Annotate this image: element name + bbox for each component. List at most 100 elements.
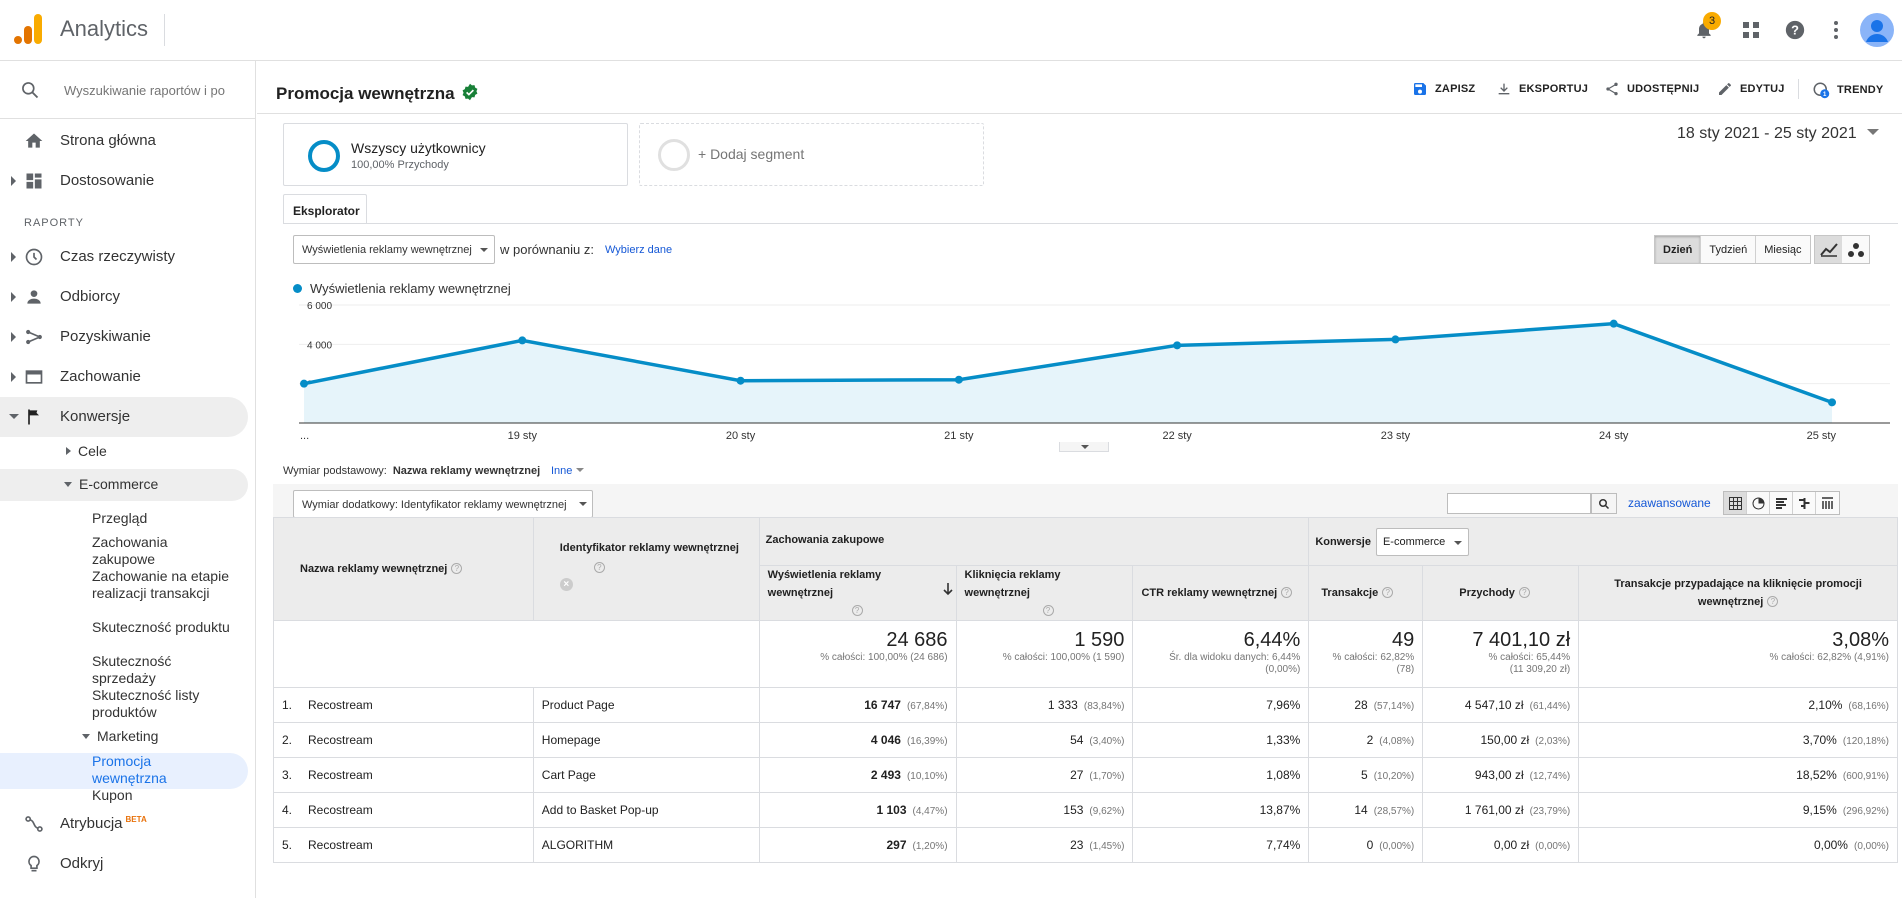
sidebar-item-ecommerce[interactable]: E-commerce [64, 476, 158, 492]
divider [257, 113, 1902, 114]
help-icon[interactable]: ? [1782, 17, 1808, 43]
table-search-input[interactable] [1447, 493, 1591, 514]
share-button[interactable]: UDOSTĘPNIJ [1604, 81, 1699, 97]
cell-revenue: 1 761,00 zł (23,79%) [1422, 792, 1580, 828]
data-point[interactable] [954, 375, 963, 384]
apps-grid-icon[interactable] [1738, 17, 1764, 43]
promo-id-link[interactable]: Product Page [541, 698, 615, 712]
segment-ring-icon [308, 140, 340, 172]
col-header-views[interactable]: Wyświetlenia reklamy wewnętrznej? [758, 565, 957, 621]
export-button[interactable]: EKSPORTUJ [1496, 81, 1588, 97]
help-icon[interactable]: ? [851, 605, 863, 616]
primary-dimension-value[interactable]: Nazwa reklamy wewnętrznej [392, 465, 541, 477]
analytics-logo[interactable] [14, 14, 42, 44]
pivot-view-icon[interactable] [1816, 492, 1839, 514]
promo-id-link[interactable]: ALGORITHM [541, 838, 614, 852]
col-header-name[interactable]: Nazwa reklamy wewnętrznej? [273, 517, 534, 621]
help-icon[interactable]: ? [1042, 605, 1054, 616]
data-point[interactable] [518, 336, 527, 345]
motion-chart-icon[interactable] [1842, 236, 1869, 263]
help-icon[interactable]: ? [1281, 587, 1293, 598]
tab-explorer[interactable]: Eksplorator [283, 194, 367, 224]
col-header-clicks[interactable]: Kliknięcia reklamy wewnętrznej? [955, 565, 1134, 621]
more-vert-icon[interactable] [1823, 17, 1849, 43]
sidebar-item-internal-promotion[interactable]: Promocja wewnętrzna [92, 753, 167, 786]
revenue-value: 1 761,00 zł [1464, 803, 1524, 817]
sidebar-item-customization[interactable]: Dostosowanie [0, 161, 255, 201]
help-icon[interactable]: ? [1518, 587, 1530, 598]
select-metric-link[interactable]: Wybierz dane [605, 244, 673, 256]
sidebar-item-checkout-behavior[interactable]: Zachowanie na etapie realizacji transakc… [92, 568, 229, 601]
insights-button[interactable]: 1 TRENDY [1812, 81, 1883, 99]
segment-card[interactable]: Wszyscy użytkownicy 100,00% Przychody [283, 123, 628, 186]
search-input[interactable] [64, 79, 234, 101]
sidebar-item-shopping-behavior[interactable]: Zachowania zakupowe [92, 534, 168, 567]
help-icon[interactable]: ? [593, 562, 605, 573]
sidebar-item-discover[interactable]: Odkryj [0, 844, 255, 884]
table-row[interactable]: 3. Recostream Cart Page 2 493 (10,10%) 27 (1,7… [273, 757, 1898, 793]
edit-button[interactable]: EDYTUJ [1717, 81, 1785, 97]
data-point[interactable] [1828, 398, 1836, 407]
sidebar-item-audience[interactable]: Odbiorcy [0, 277, 255, 317]
sidebar-item-sales-performance[interactable]: Skuteczność sprzedaży [92, 653, 172, 686]
help-icon[interactable]: ? [451, 563, 463, 574]
table-view-icon[interactable] [1724, 492, 1747, 514]
sidebar-item-conversions[interactable]: Konwersje [0, 397, 248, 437]
other-dimension-dropdown[interactable]: Inne [551, 465, 585, 477]
period-month-button[interactable]: Miesiąc [1764, 244, 1802, 256]
data-point[interactable] [1173, 341, 1182, 350]
table-search-button[interactable] [1591, 493, 1617, 514]
collapse-chart-handle[interactable] [1059, 442, 1109, 452]
secondary-dimension-dropdown[interactable]: Wymiar dodatkowy: Identyfikator reklamy … [293, 490, 593, 518]
period-day-button[interactable]: Dzień [1655, 236, 1702, 263]
sidebar-item-acquisition[interactable]: Pozyskiwanie [0, 317, 255, 357]
sidebar-item-ec-overview[interactable]: Przegląd [92, 510, 148, 526]
sidebar-item-home[interactable]: Strona główna [0, 121, 255, 161]
sidebar-item-product-list-performance[interactable]: Skuteczność listy produktów [92, 687, 200, 720]
col-header-ctr[interactable]: CTR reklamy wewnętrznej? [1132, 565, 1310, 621]
sidebar-item-product-performance[interactable]: Skuteczność produktu [92, 619, 230, 635]
sidebar-item-attribution[interactable]: Atrybucja BETA [0, 804, 255, 844]
promo-name-link[interactable]: Recostream [308, 803, 373, 817]
col-header-transactions[interactable]: Transakcje? [1308, 565, 1424, 621]
help-icon[interactable]: ? [1382, 587, 1394, 598]
data-point[interactable] [300, 379, 308, 388]
line-chart-icon[interactable] [1815, 236, 1842, 263]
promo-id-link[interactable]: Homepage [541, 733, 601, 747]
period-week-button[interactable]: Tydzień [1701, 236, 1757, 263]
sidebar-item-behavior[interactable]: Zachowanie [0, 357, 255, 397]
help-icon[interactable]: ? [1767, 596, 1779, 607]
remove-dimension-icon[interactable]: × [559, 578, 573, 591]
conversion-type-dropdown[interactable]: E-commerce [1375, 527, 1469, 556]
avatar[interactable] [1860, 13, 1894, 47]
add-segment-button[interactable]: + Dodaj segment [639, 123, 984, 186]
performance-view-icon[interactable] [1770, 492, 1793, 514]
promo-name-link[interactable]: Recostream [308, 733, 373, 747]
date-range-picker[interactable]: 18 sty 2021 - 25 sty 2021 [1677, 125, 1879, 143]
promo-name-link[interactable]: Recostream [308, 768, 373, 782]
save-button[interactable]: ZAPISZ [1412, 81, 1475, 97]
comparison-view-icon[interactable] [1793, 492, 1816, 514]
metric-dropdown[interactable]: Wyświetlenia reklamy wewnętrznej [293, 235, 495, 264]
table-row[interactable]: 4. Recostream Add to Basket Pop-up 1 103 (4,… [273, 792, 1898, 828]
sidebar-item-realtime[interactable]: Czas rzeczywisty [0, 237, 255, 277]
table-row[interactable]: 5. Recostream ALGORITHM 297 (1,20%) 23 (1,45%)… [273, 827, 1898, 863]
sidebar-item-goals[interactable]: Cele [66, 443, 107, 459]
col-header-id[interactable]: Identyfikator reklamy wewnętrznej? × [532, 517, 760, 621]
table-row[interactable]: 1. Recostream Product Page 16 747 (67,84%) 1 … [273, 687, 1898, 723]
advanced-filter-link[interactable]: zaawansowane [1628, 496, 1711, 510]
data-point[interactable] [1391, 335, 1400, 344]
sidebar-item-marketing[interactable]: Marketing [82, 728, 158, 744]
data-point[interactable] [1609, 319, 1618, 328]
total-share: % całości: 62,82% [1332, 652, 1415, 663]
data-point[interactable] [736, 376, 745, 385]
pie-view-icon[interactable] [1747, 492, 1770, 514]
col-header-revenue[interactable]: Przychody? [1422, 565, 1580, 621]
promo-name-link[interactable]: Recostream [308, 698, 373, 712]
table-row[interactable]: 2. Recostream Homepage 4 046 (16,39%) 54 (3,40… [273, 722, 1898, 758]
sidebar-item-coupon[interactable]: Kupon [92, 787, 133, 803]
promo-name-link[interactable]: Recostream [308, 838, 373, 852]
col-header-trans-per-click[interactable]: Transakcje przypadające na kliknięcie pr… [1578, 565, 1898, 621]
promo-id-link[interactable]: Cart Page [541, 768, 596, 782]
promo-id-link[interactable]: Add to Basket Pop-up [541, 803, 659, 817]
